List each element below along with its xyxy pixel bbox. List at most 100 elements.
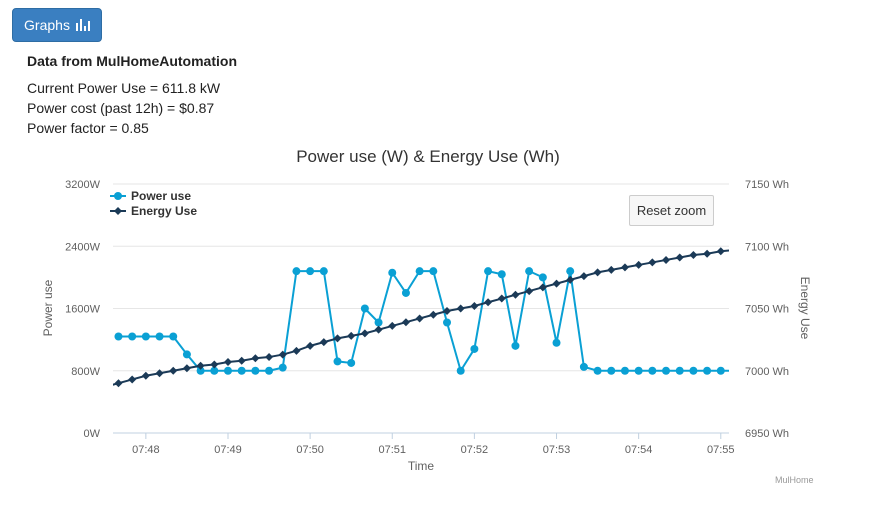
power-factor-text: Power factor = 0.85 bbox=[27, 120, 149, 136]
power-use-point bbox=[716, 366, 725, 375]
energy-use-point bbox=[155, 369, 164, 378]
power-use-line bbox=[118, 269, 729, 374]
energy-use-point bbox=[374, 325, 383, 334]
energy-use-point bbox=[265, 353, 274, 362]
legend-power-label: Power use bbox=[131, 189, 191, 203]
energy-use-point bbox=[415, 314, 424, 323]
y-right-tick-label: 7150 Wh bbox=[745, 179, 789, 191]
power-use-point bbox=[703, 366, 712, 375]
power-use-point bbox=[456, 366, 465, 375]
energy-use-point bbox=[620, 263, 629, 272]
power-use-point bbox=[141, 332, 150, 341]
power-use-point bbox=[128, 332, 137, 341]
energy-use-point bbox=[319, 338, 328, 347]
x-tick-label: 07:51 bbox=[378, 444, 406, 456]
power-use-point bbox=[401, 288, 410, 297]
y-right-tick-label: 6950 Wh bbox=[745, 428, 789, 440]
chart-credit: MulHome bbox=[775, 475, 814, 485]
power-use-point bbox=[689, 366, 698, 375]
energy-use-point bbox=[182, 364, 191, 373]
x-tick-label: 07:48 bbox=[132, 444, 160, 456]
power-use-point bbox=[388, 268, 397, 277]
x-tick-label: 07:53 bbox=[543, 444, 571, 456]
power-use-point bbox=[223, 366, 232, 375]
power-use-point bbox=[648, 366, 657, 375]
energy-use-point bbox=[223, 358, 232, 367]
energy-use-point bbox=[278, 350, 287, 359]
y-right-tick-label: 7050 Wh bbox=[745, 304, 789, 316]
power-use-point bbox=[579, 362, 588, 371]
energy-use-point bbox=[648, 258, 657, 267]
x-tick-label: 07:49 bbox=[214, 444, 242, 456]
energy-use-point bbox=[497, 294, 506, 303]
power-cost-text: Power cost (past 12h) = $0.87 bbox=[27, 100, 215, 116]
power-use-point bbox=[443, 318, 452, 327]
power-use-point bbox=[360, 304, 369, 313]
energy-use-point bbox=[292, 346, 301, 355]
power-use-point bbox=[730, 367, 738, 375]
energy-use-point bbox=[360, 329, 369, 338]
energy-use-point bbox=[525, 287, 534, 296]
x-tick-label: 07:55 bbox=[707, 444, 735, 456]
power-use-point bbox=[196, 366, 205, 375]
energy-use-point bbox=[840, 227, 848, 235]
power-use-point bbox=[538, 273, 547, 282]
power-use-point bbox=[470, 344, 479, 353]
power-use-point bbox=[169, 332, 178, 341]
energy-use-point bbox=[141, 371, 150, 380]
y-right-tick-label: 7000 Wh bbox=[745, 366, 789, 378]
energy-use-point bbox=[333, 334, 342, 343]
energy-use-point bbox=[443, 306, 452, 315]
power-use-point bbox=[306, 267, 315, 276]
energy-use-point bbox=[511, 290, 520, 299]
legend-energy-label: Energy Use bbox=[131, 204, 197, 218]
energy-use-point bbox=[854, 225, 862, 233]
power-use-point bbox=[155, 332, 164, 341]
energy-use-point bbox=[662, 255, 671, 264]
power-use-point bbox=[251, 366, 260, 375]
x-axis-title: Time bbox=[408, 459, 435, 473]
power-use-point bbox=[319, 267, 328, 276]
current-power-text: Current Power Use = 611.8 kW bbox=[27, 80, 221, 96]
chart-title: Power use (W) & Energy Use (Wh) bbox=[296, 147, 560, 166]
power-use-point bbox=[484, 267, 493, 276]
y-left-tick-label: 0W bbox=[84, 428, 101, 440]
energy-use-point bbox=[689, 250, 698, 259]
legend-energy-symbol bbox=[114, 207, 122, 215]
energy-use-point bbox=[388, 321, 397, 330]
energy-use-point bbox=[101, 383, 109, 391]
x-tick-label: 07:52 bbox=[461, 444, 489, 456]
power-use-point bbox=[620, 366, 629, 375]
energy-use-point bbox=[429, 310, 438, 319]
energy-use-point bbox=[730, 246, 738, 254]
power-use-point bbox=[675, 366, 684, 375]
energy-use-point bbox=[196, 361, 205, 370]
power-use-point bbox=[210, 366, 219, 375]
power-use-point bbox=[429, 267, 438, 276]
power-use-point bbox=[662, 366, 671, 375]
power-use-point bbox=[634, 366, 643, 375]
graphs-button-label: Graphs bbox=[24, 17, 70, 33]
energy-use-point bbox=[128, 375, 137, 384]
x-tick-label: 07:54 bbox=[625, 444, 653, 456]
power-use-point bbox=[333, 357, 342, 366]
power-use-point bbox=[278, 363, 287, 372]
energy-use-point bbox=[306, 341, 315, 350]
y-right-tick-label: 7100 Wh bbox=[745, 241, 789, 253]
energy-use-point bbox=[114, 379, 123, 388]
graphs-button[interactable]: Graphs bbox=[12, 8, 102, 42]
reset-zoom-button[interactable]: Reset zoom bbox=[629, 195, 714, 226]
data-source-title: Data from MulHomeAutomation bbox=[27, 53, 237, 69]
energy-use-point bbox=[251, 354, 260, 363]
power-use-point bbox=[607, 366, 616, 375]
energy-use-point bbox=[566, 275, 575, 284]
power-use-point bbox=[182, 350, 191, 359]
energy-use-point bbox=[538, 283, 547, 292]
series-group bbox=[101, 225, 862, 391]
bar-chart-icon bbox=[75, 19, 90, 31]
energy-use-point bbox=[347, 331, 356, 340]
energy-use-point bbox=[456, 304, 465, 313]
energy-use-point bbox=[401, 318, 410, 327]
power-use-point bbox=[237, 366, 246, 375]
